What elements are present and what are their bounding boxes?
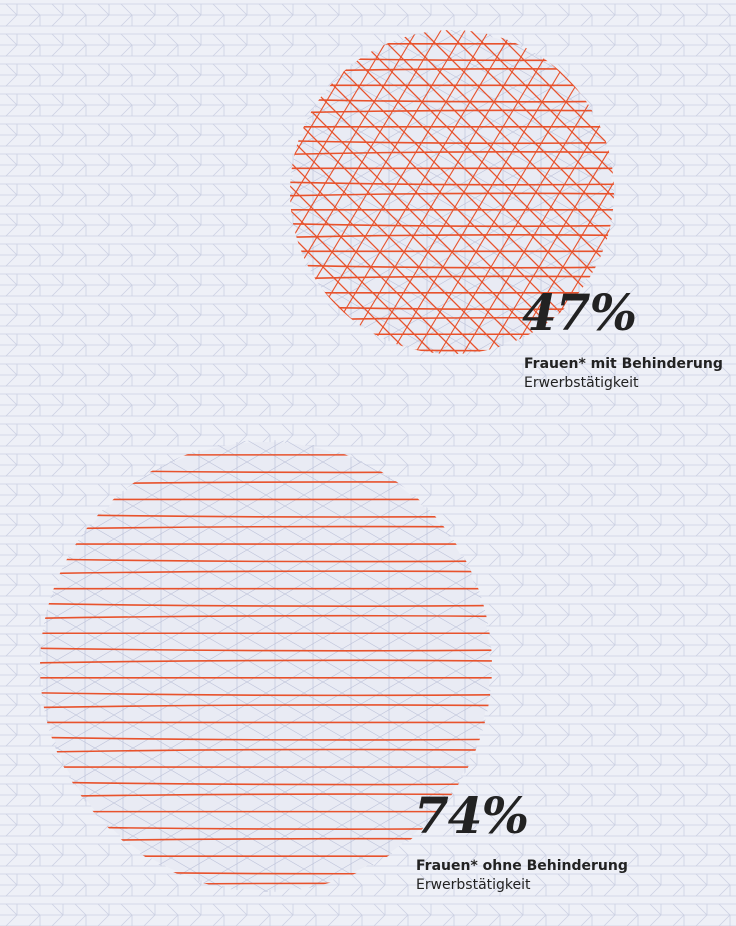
texture-diagonal — [290, 30, 418, 354]
texture-line — [40, 659, 492, 664]
category-label-mit-behinderung: Frauen* mit Behinderung Erwerbstätigkeit — [524, 355, 723, 393]
texture-diagonal — [290, 30, 394, 354]
texture-line — [40, 736, 492, 741]
texture-line — [40, 691, 492, 697]
texture-line — [40, 614, 492, 620]
metric-name: Erwerbstätigkeit — [416, 877, 531, 893]
texture-line — [290, 109, 614, 114]
category-label-ohne-behinderung: Frauen* ohne Behinderung Erwerbstätigkei… — [416, 857, 628, 895]
texture-diagonal — [534, 30, 614, 354]
metric-name: Erwerbstätigkeit — [524, 375, 639, 391]
texture-line — [40, 704, 492, 709]
texture-line — [40, 748, 492, 753]
bubble-frauen-mit-behinderung — [290, 30, 614, 354]
texture-diagonal — [493, 30, 614, 354]
texture-diagonal — [462, 30, 614, 354]
texture-diagonal — [486, 30, 614, 354]
texture-line — [40, 558, 492, 563]
texture-line — [290, 222, 614, 228]
texture-line — [290, 264, 614, 269]
texture-diagonal — [469, 30, 614, 354]
group-name: Frauen* ohne Behinderung — [416, 858, 628, 874]
texture-diagonal — [290, 30, 387, 354]
texture-diagonal — [290, 30, 370, 354]
texture-diagonal — [510, 30, 614, 354]
texture-line — [290, 192, 614, 197]
value-label-ohne-behinderung: 74% — [414, 786, 529, 845]
texture-line — [40, 602, 492, 607]
texture-line — [290, 98, 614, 103]
texture-diagonal — [290, 30, 435, 354]
texture-diagonal — [342, 30, 538, 354]
texture-diagonal — [517, 30, 614, 354]
texture-line — [40, 793, 492, 798]
texture-diagonal — [366, 30, 562, 354]
texture-line — [290, 139, 614, 145]
texture-line — [40, 570, 492, 575]
texture-line — [290, 151, 614, 156]
texture-diagonal — [318, 30, 514, 354]
texture-line — [40, 781, 492, 786]
value-label-mit-behinderung: 47% — [522, 283, 637, 342]
texture-diagonal — [290, 30, 442, 354]
texture-diagonal — [390, 30, 586, 354]
texture-line — [40, 525, 492, 530]
texture-line — [40, 647, 492, 652]
group-name: Frauen* mit Behinderung — [524, 356, 723, 372]
texture-diagonal — [290, 30, 411, 354]
